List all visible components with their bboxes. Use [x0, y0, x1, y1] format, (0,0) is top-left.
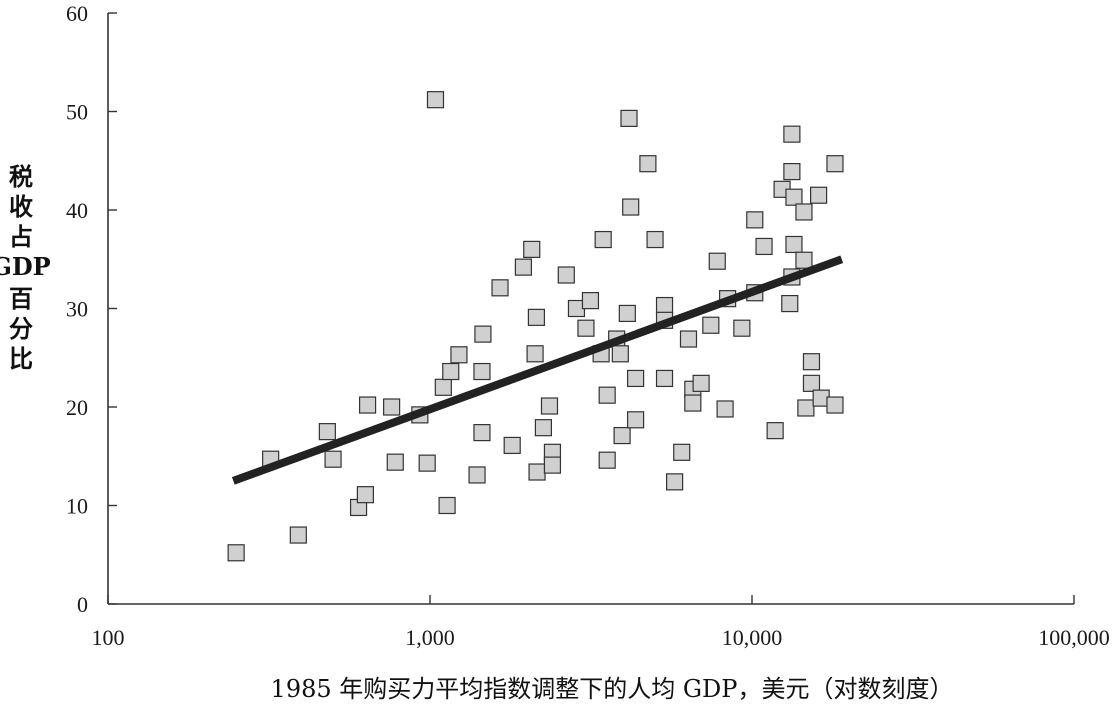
trend-line — [231, 255, 844, 485]
data-point — [783, 162, 801, 181]
data-point — [534, 419, 553, 437]
x-tick-label: 100,000 — [1038, 625, 1110, 650]
data-point — [598, 386, 616, 404]
data-point — [526, 345, 544, 363]
data-point — [386, 453, 404, 471]
data-point — [639, 155, 657, 173]
data-point — [491, 279, 509, 297]
y-tick-label: 10 — [66, 494, 88, 519]
axis-titles: 1985 年购买力平均指数调整下的人均 GDP，美元（对数刻度） 税收占 GDP 百… — [0, 162, 953, 703]
data-point — [358, 396, 377, 414]
data-point — [540, 397, 559, 415]
data-point — [755, 237, 773, 256]
data-point — [622, 198, 640, 216]
data-point — [673, 443, 691, 461]
data-point — [527, 308, 545, 326]
data-point — [418, 454, 436, 472]
data-point — [618, 304, 636, 323]
data-point — [708, 252, 726, 270]
data-points — [227, 91, 844, 562]
x-tick-label: 1,000 — [405, 625, 455, 650]
data-point — [473, 424, 491, 442]
y-axis-title: 税收占 GDP 百分比 — [0, 162, 51, 373]
data-point — [802, 353, 821, 371]
data-point — [716, 400, 734, 418]
data-point — [620, 109, 638, 127]
data-point — [581, 292, 600, 310]
data-point — [679, 330, 698, 348]
data-point — [646, 230, 664, 249]
data-point — [802, 374, 821, 392]
data-point — [613, 426, 631, 445]
y-tick-label: 20 — [66, 395, 88, 420]
data-point — [626, 411, 645, 429]
data-point — [383, 398, 401, 416]
data-point — [684, 394, 702, 412]
data-point — [766, 422, 784, 440]
data-point — [503, 436, 521, 455]
data-point — [666, 473, 684, 491]
data-point — [598, 451, 616, 469]
y-tick-label: 40 — [66, 198, 88, 223]
data-point — [795, 251, 813, 269]
data-point — [797, 399, 815, 417]
data-point — [783, 125, 801, 143]
data-point — [655, 296, 674, 315]
trend-line-group — [231, 255, 844, 485]
data-point — [514, 258, 532, 276]
data-point — [434, 378, 452, 396]
data-point — [826, 396, 844, 414]
data-point — [781, 294, 799, 313]
data-point — [356, 486, 374, 504]
data-point — [528, 463, 546, 481]
data-point — [594, 230, 612, 249]
data-point — [626, 369, 645, 388]
data-point — [468, 466, 486, 484]
data-point — [809, 186, 828, 204]
data-point — [826, 155, 844, 173]
data-point — [702, 316, 720, 334]
y-tick-label: 50 — [66, 100, 88, 125]
data-point — [785, 235, 803, 254]
data-point — [746, 211, 764, 229]
data-point — [733, 319, 751, 337]
x-axis-title: 1985 年购买力平均指数调整下的人均 GDP，美元（对数刻度） — [271, 675, 954, 703]
data-point — [289, 526, 307, 544]
data-point — [611, 345, 629, 363]
data-point — [474, 325, 492, 343]
data-point — [324, 450, 342, 468]
data-point — [318, 423, 336, 441]
data-point — [655, 369, 674, 388]
y-tick-label: 60 — [66, 1, 88, 26]
data-point — [557, 266, 575, 284]
data-point — [438, 496, 456, 515]
data-point — [543, 456, 562, 474]
x-tick-label: 100 — [92, 625, 125, 650]
data-point — [473, 362, 491, 381]
data-point — [426, 91, 445, 109]
y-tick-label: 30 — [66, 297, 88, 322]
data-point — [523, 240, 541, 258]
x-tick-label: 10,000 — [722, 625, 783, 650]
data-point — [450, 346, 468, 364]
data-point — [577, 319, 595, 337]
ticks: 0 10 20 30 40 50 60 100 1,000 10,000 100,000 — [66, 1, 1110, 650]
data-point — [795, 203, 813, 221]
data-point — [692, 374, 710, 392]
y-tick-label: 0 — [77, 592, 88, 617]
data-point — [442, 362, 460, 381]
data-point — [785, 188, 803, 206]
data-point — [227, 544, 245, 562]
